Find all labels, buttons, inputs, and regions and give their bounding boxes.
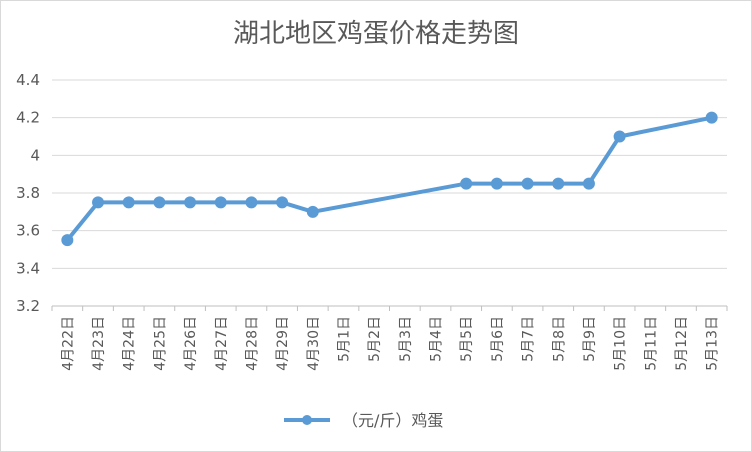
x-tick-label: 5月2日 bbox=[367, 316, 383, 362]
x-tick-label: 4月23日 bbox=[91, 316, 107, 371]
legend-label: （元/斤）鸡蛋 bbox=[342, 411, 443, 430]
x-tick-label: 4月26日 bbox=[183, 316, 199, 371]
data-point-marker bbox=[552, 177, 565, 190]
y-tick-label: 4.4 bbox=[16, 71, 40, 89]
legend: （元/斤）鸡蛋 bbox=[284, 411, 443, 430]
data-point-marker bbox=[184, 196, 197, 209]
x-tick-label: 5月1日 bbox=[336, 316, 352, 362]
x-tick-label: 4月28日 bbox=[244, 316, 260, 371]
x-tick-label: 4月22日 bbox=[60, 316, 76, 371]
chart-title: 湖北地区鸡蛋价格走势图 bbox=[233, 19, 519, 49]
data-point-marker bbox=[214, 196, 227, 209]
x-tick-label: 5月10日 bbox=[613, 316, 629, 371]
x-tick-label: 4月30日 bbox=[306, 316, 322, 371]
y-tick-label: 3.6 bbox=[16, 222, 40, 240]
x-tick-label: 4月24日 bbox=[122, 316, 138, 371]
x-tick-label: 5月8日 bbox=[551, 316, 567, 362]
x-tick-label: 5月4日 bbox=[429, 316, 445, 362]
x-tick-label: 5月6日 bbox=[490, 316, 506, 362]
y-axis-ticks: 3.2 3.4 3.6 3.8 4 4.2 4.4 bbox=[16, 71, 40, 315]
y-tick-label: 4.2 bbox=[16, 109, 40, 127]
x-axis-ticks: 4月22日 4月23日 4月24日 4月25日 4月26日 4月27日 4月28日 4月29日… bbox=[51, 306, 728, 371]
x-tick-label: 4月25日 bbox=[152, 316, 168, 371]
data-point-marker bbox=[92, 196, 105, 209]
data-point-marker bbox=[122, 196, 135, 209]
data-point-marker bbox=[153, 196, 166, 209]
data-point-marker bbox=[276, 196, 289, 209]
x-tick-label: 4月29日 bbox=[275, 316, 291, 371]
y-tick-label: 3.8 bbox=[16, 184, 40, 202]
x-tick-label: 5月9日 bbox=[582, 316, 598, 362]
data-point-marker bbox=[490, 177, 503, 190]
data-point-marker bbox=[582, 177, 595, 190]
y-tick-label: 3.2 bbox=[16, 297, 40, 315]
data-point-marker bbox=[705, 111, 718, 124]
x-tick-label: 5月13日 bbox=[705, 316, 721, 371]
data-point-marker bbox=[245, 196, 258, 209]
y-tick-label: 4 bbox=[30, 146, 40, 164]
series-line bbox=[65, 115, 714, 243]
legend-marker-swatch bbox=[302, 415, 312, 425]
y-tick-label: 3.4 bbox=[16, 259, 40, 277]
data-point-marker bbox=[460, 177, 473, 190]
series-layer bbox=[61, 111, 718, 247]
gridlines bbox=[52, 79, 727, 307]
data-point-marker bbox=[521, 177, 534, 190]
x-tick-label: 4月27日 bbox=[214, 316, 230, 371]
x-tick-label: 5月3日 bbox=[398, 316, 414, 362]
x-tick-label: 5月7日 bbox=[521, 316, 537, 362]
x-tick-label: 5月5日 bbox=[459, 316, 475, 362]
data-point-marker bbox=[306, 205, 319, 218]
x-tick-label: 5月11日 bbox=[643, 316, 659, 371]
data-point-marker bbox=[61, 234, 74, 247]
data-point-marker bbox=[613, 130, 626, 143]
x-tick-label: 5月12日 bbox=[674, 316, 690, 371]
